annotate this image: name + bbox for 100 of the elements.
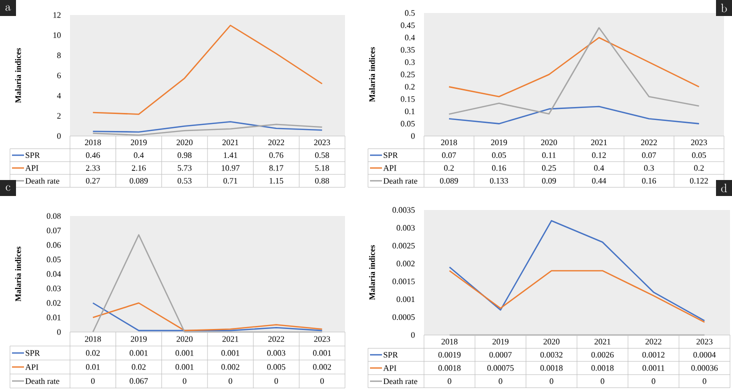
data-label: 0.25 bbox=[542, 165, 556, 171]
y-tick-label: 0.08 bbox=[46, 213, 61, 219]
y-tick-label: 10 bbox=[53, 32, 61, 38]
x-tick-label: 2022 bbox=[268, 336, 284, 342]
data-label: 2.33 bbox=[86, 165, 100, 171]
chart-title: d bbox=[721, 184, 727, 192]
x-tick-label: 2020 bbox=[176, 336, 193, 342]
legend-label: Death rate bbox=[383, 378, 418, 384]
y-tick-label: 0.05 bbox=[400, 120, 415, 127]
legend-label: Death rate bbox=[383, 178, 418, 184]
data-label: 0.88 bbox=[315, 178, 330, 184]
y-tick-label: 0.03 bbox=[46, 286, 61, 292]
data-label: 0.002 bbox=[313, 364, 331, 370]
data-label: 0.11 bbox=[542, 152, 556, 158]
data-label: 0 bbox=[91, 378, 95, 384]
x-tick-label: 2018 bbox=[84, 140, 101, 146]
data-label: 0.001 bbox=[313, 350, 331, 356]
data-label: 0.05 bbox=[692, 152, 706, 158]
y-axis-title: Malaria indices bbox=[369, 245, 375, 300]
data-label: 0 bbox=[182, 378, 186, 384]
data-label: 0.0018 bbox=[540, 365, 563, 371]
y-axis-title: Malaria indices bbox=[15, 48, 21, 103]
y-tick-label: 0.1 bbox=[404, 108, 415, 114]
data-label: 0.02 bbox=[86, 350, 100, 356]
y-tick-label: 0.0035 bbox=[392, 207, 415, 213]
data-label: 0.3 bbox=[644, 165, 654, 171]
y-tick-label: 0.4 bbox=[404, 34, 415, 40]
data-label: 0.0011 bbox=[642, 365, 664, 371]
y-tick-label: 0.07 bbox=[46, 228, 61, 234]
data-label: 8.17 bbox=[269, 165, 284, 171]
data-label: 0.001 bbox=[221, 350, 240, 356]
data-label: 0.01 bbox=[86, 364, 100, 370]
data-label: 0.44 bbox=[592, 178, 606, 184]
data-label: 0 bbox=[228, 378, 232, 384]
x-tick-label: 2018 bbox=[441, 140, 457, 146]
chart-title: a bbox=[5, 5, 11, 11]
y-tick-label: 0.003 bbox=[396, 225, 415, 231]
y-tick-label: 0 bbox=[57, 133, 61, 139]
y-tick-label: 0.001 bbox=[396, 296, 415, 302]
y-tick-label: 2 bbox=[57, 113, 61, 119]
data-label: 0.0012 bbox=[642, 352, 664, 358]
y-axis-title: Malaria indices bbox=[15, 246, 21, 302]
y-tick-label: 12 bbox=[53, 12, 61, 18]
y-tick-label: 0.2 bbox=[404, 84, 415, 90]
data-label: 0 bbox=[702, 378, 706, 384]
x-tick-label: 2020 bbox=[541, 140, 557, 146]
legend-label: API bbox=[25, 364, 38, 370]
x-tick-label: 2023 bbox=[314, 336, 330, 342]
line-series bbox=[448, 36, 700, 98]
data-label: 0.2 bbox=[694, 165, 704, 171]
line-series bbox=[92, 24, 323, 115]
y-tick-label: 0.35 bbox=[400, 47, 415, 53]
data-label: 0.4 bbox=[134, 152, 144, 158]
y-tick-label: 0.45 bbox=[400, 22, 415, 28]
data-label: 0 bbox=[448, 378, 452, 384]
x-tick-label: 2018 bbox=[84, 336, 101, 342]
data-label: 0.71 bbox=[223, 178, 238, 184]
data-label: 0.53 bbox=[178, 178, 192, 184]
legend-label: SPR bbox=[384, 352, 398, 358]
data-label: 5.73 bbox=[178, 165, 192, 171]
x-tick-label: 2020 bbox=[176, 140, 193, 146]
y-tick-label: 0.5 bbox=[404, 10, 415, 16]
x-tick-label: 2019 bbox=[491, 140, 507, 146]
data-label: 0.001 bbox=[130, 350, 148, 356]
data-label: 0.12 bbox=[592, 152, 606, 158]
x-tick-label: 2020 bbox=[544, 338, 560, 344]
x-tick-label: 2019 bbox=[130, 140, 147, 146]
chart-title: c bbox=[6, 185, 10, 191]
legend-label: API bbox=[383, 165, 396, 171]
data-label: 0.46 bbox=[86, 152, 100, 158]
y-tick-label: 0.3 bbox=[404, 59, 415, 66]
legend-label: API bbox=[25, 165, 38, 171]
data-label: 0.27 bbox=[86, 178, 100, 184]
data-label: 0.003 bbox=[267, 350, 286, 356]
data-label: 0.122 bbox=[690, 178, 708, 184]
data-label: 0 bbox=[274, 378, 278, 384]
data-label: 5.18 bbox=[315, 165, 330, 171]
x-tick-label: 2021 bbox=[594, 338, 610, 344]
y-tick-label: 6 bbox=[57, 72, 61, 78]
x-tick-label: 2021 bbox=[222, 336, 238, 342]
data-label: 0.76 bbox=[269, 152, 284, 158]
data-label: 0.0018 bbox=[438, 365, 461, 371]
data-label: 2.16 bbox=[132, 165, 146, 171]
x-tick-label: 2023 bbox=[314, 140, 330, 146]
y-tick-label: 0.01 bbox=[46, 314, 61, 320]
y-tick-label: 0.0025 bbox=[392, 242, 415, 249]
legend-label: SPR bbox=[384, 152, 398, 158]
x-tick-label: 2018 bbox=[442, 338, 458, 344]
data-label: 0 bbox=[550, 378, 554, 384]
line-series bbox=[92, 124, 323, 136]
data-label: 0.07 bbox=[642, 152, 656, 158]
legend-label: SPR bbox=[26, 152, 40, 158]
data-label: 0 bbox=[320, 378, 324, 384]
data-label: 0.001 bbox=[176, 364, 194, 370]
data-label: 0.98 bbox=[178, 152, 192, 158]
line-series bbox=[448, 106, 700, 124]
x-tick-label: 2023 bbox=[696, 338, 712, 344]
data-label: 0.02 bbox=[132, 364, 146, 370]
data-label: 0.067 bbox=[130, 378, 148, 384]
data-label: 0.089 bbox=[440, 178, 458, 184]
